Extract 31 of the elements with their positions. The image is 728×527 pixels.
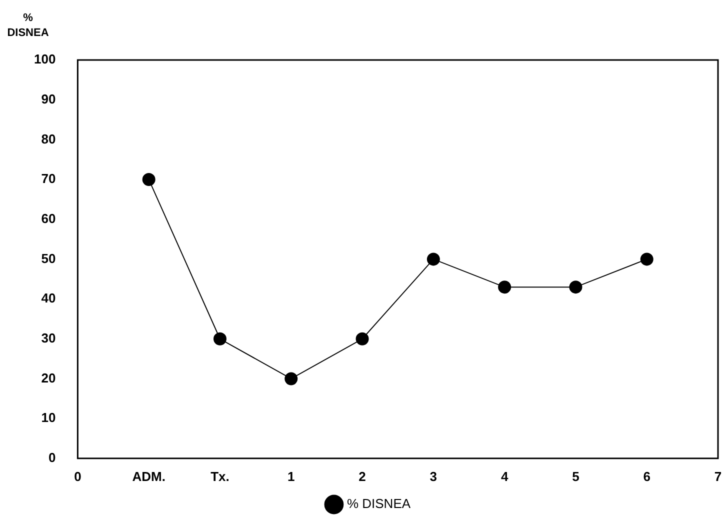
x-tick-label: 0 [74, 468, 82, 484]
y-axis-title: % DISNEA [7, 12, 49, 40]
x-tick-label: 3 [430, 468, 438, 484]
legend-label: % DISNEA [346, 496, 411, 512]
y-tick-label: 60 [41, 210, 56, 226]
y-tick-label: 20 [41, 370, 56, 386]
point [640, 252, 654, 266]
y-tick-label: 70 [41, 171, 56, 186]
y-tick-label: 90 [41, 91, 56, 106]
x-tick-label: 4 [500, 468, 509, 484]
point [569, 280, 582, 294]
x-tick-label: 7 [714, 468, 722, 484]
y-tick-label: 30 [41, 330, 56, 346]
x-tick-label: Tx. [210, 468, 230, 484]
x-tick-label: 1 [288, 468, 295, 484]
point [213, 332, 226, 346]
x-tick-label: 6 [643, 468, 650, 484]
y-tick-label: 40 [41, 290, 56, 306]
x-tick-label: ADM. [132, 468, 166, 484]
y-tick-label: 80 [41, 131, 56, 146]
y-tick-label: 0 [48, 450, 56, 465]
point [142, 173, 156, 186]
y-tick-label: 10 [41, 410, 56, 426]
point [356, 332, 369, 346]
x-tick-label: 2 [358, 468, 366, 484]
point [426, 252, 440, 266]
point [284, 372, 298, 386]
y-tick-label: 100 [34, 52, 56, 67]
y-tick-label: 50 [41, 250, 56, 266]
x-tick-label: 5 [572, 468, 580, 484]
point [498, 280, 512, 294]
